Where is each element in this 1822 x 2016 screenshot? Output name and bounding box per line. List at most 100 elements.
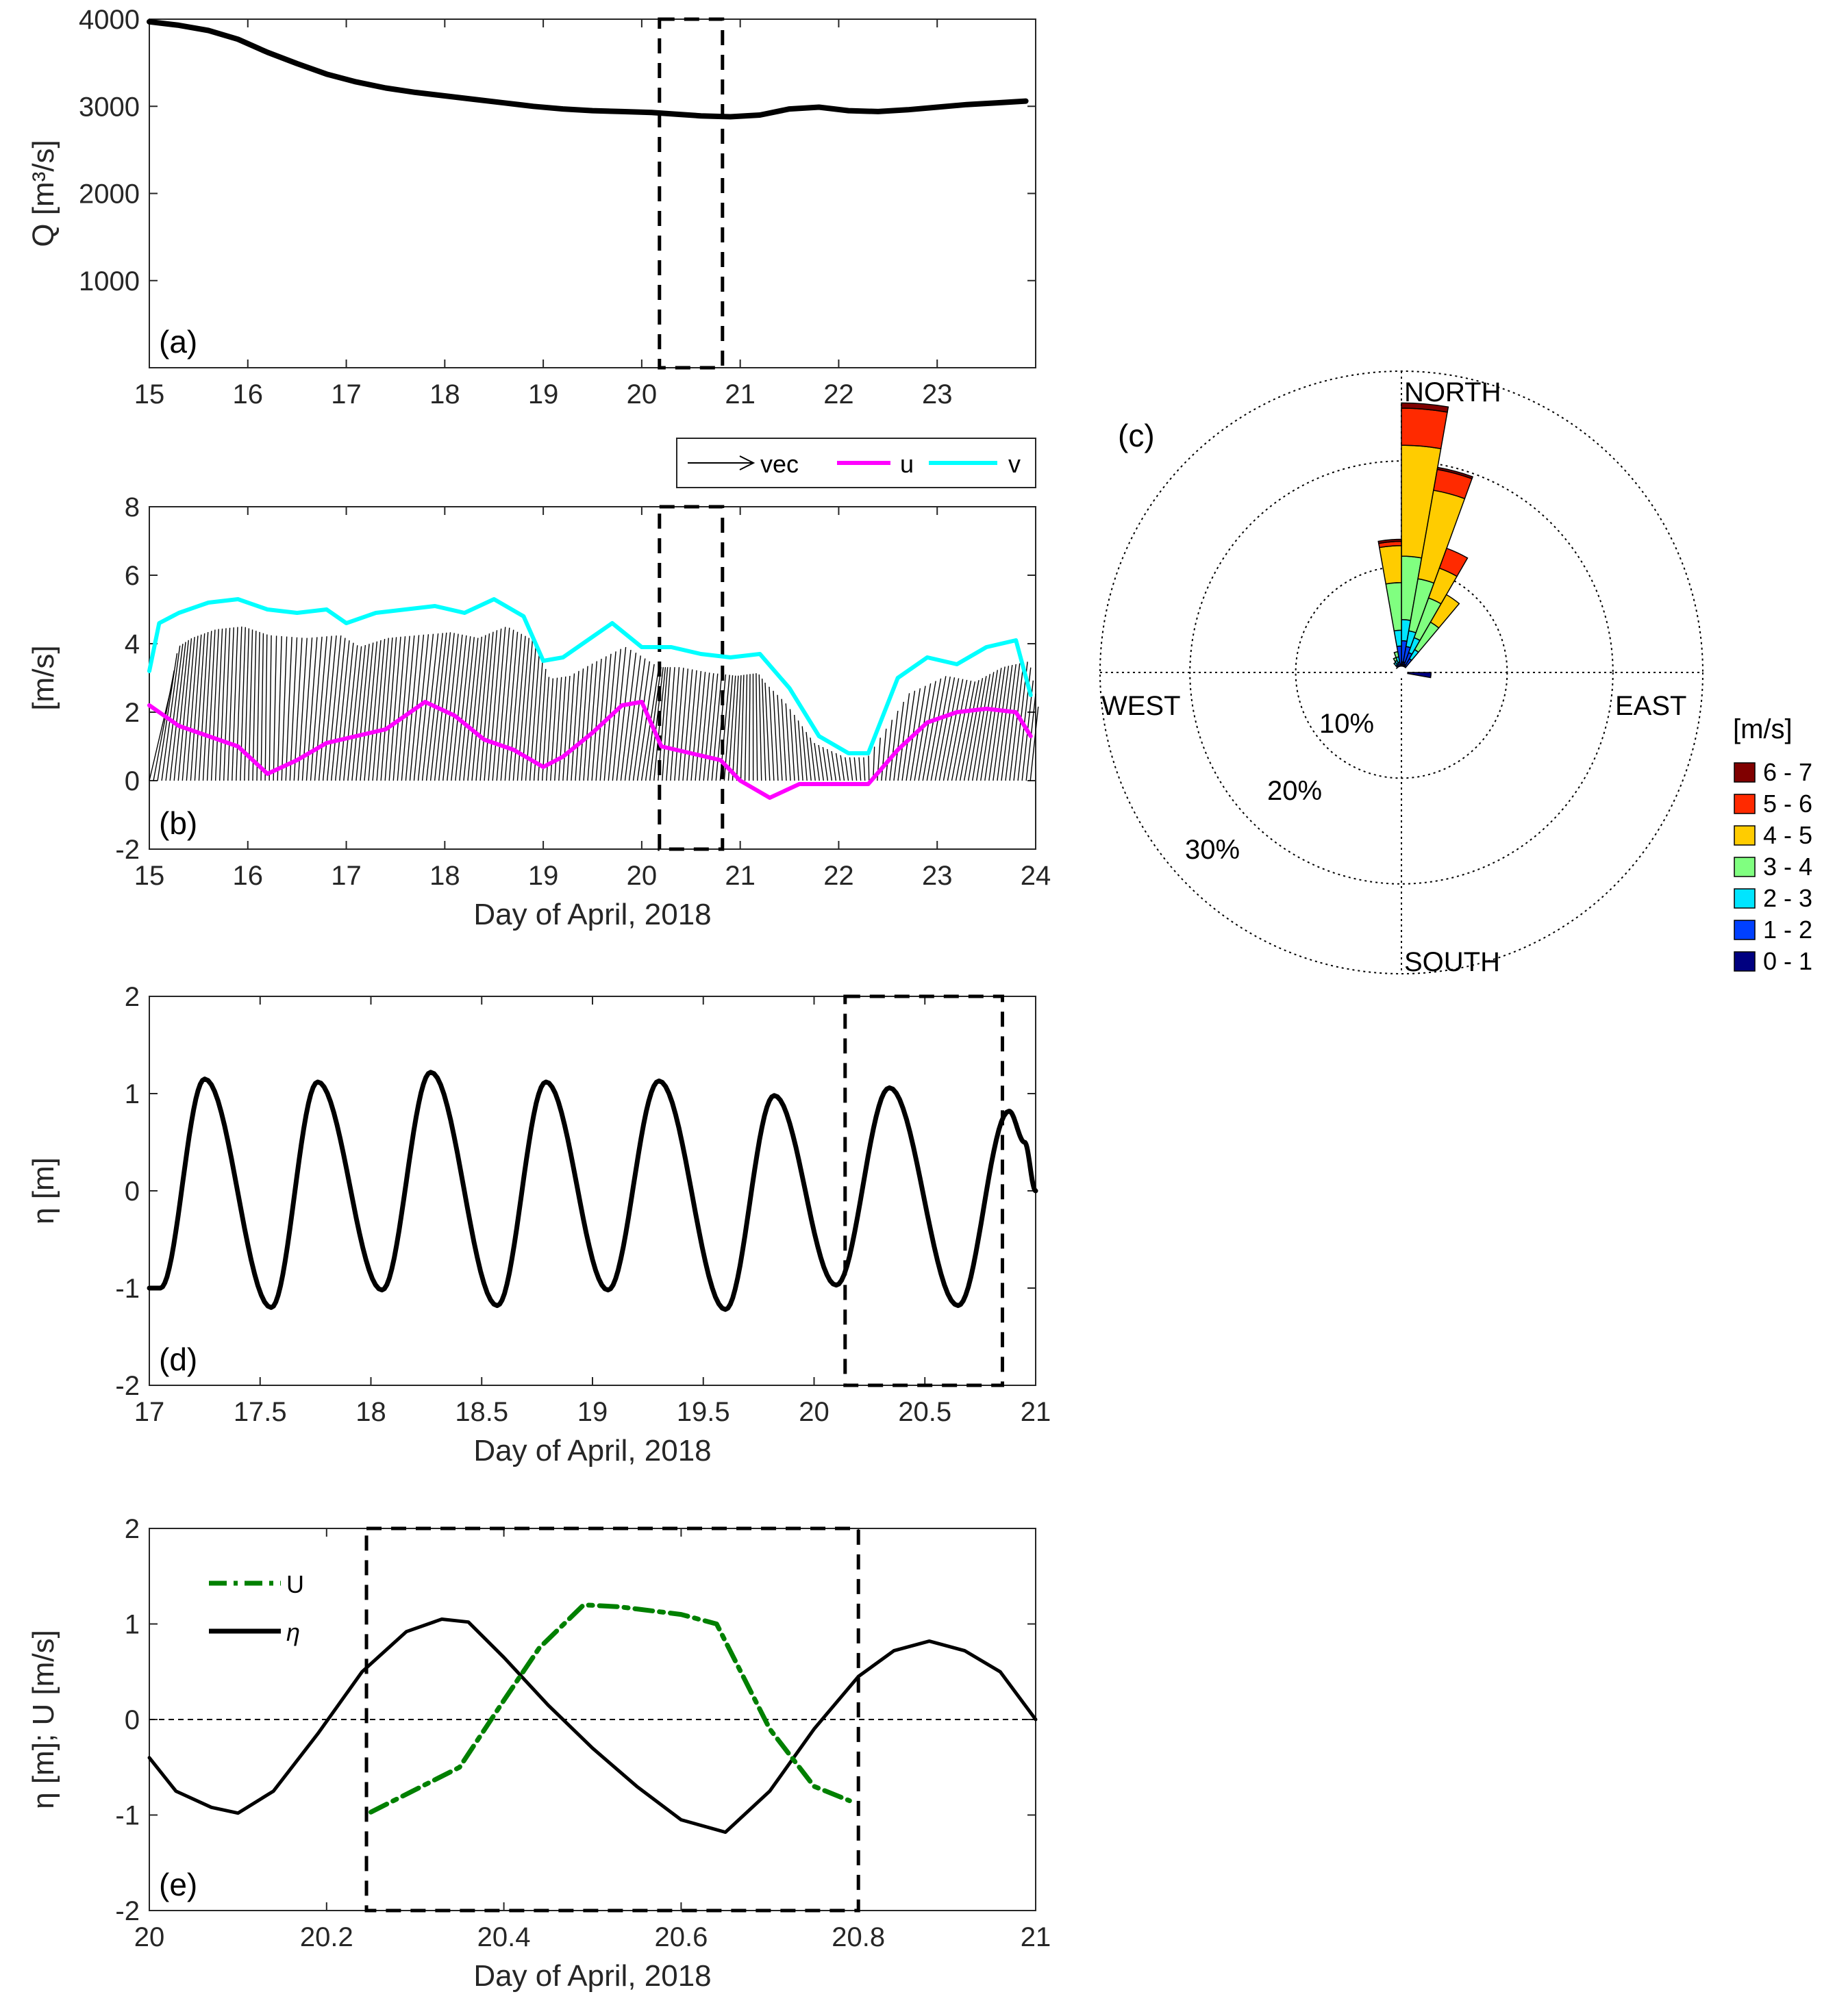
y-tick-label: 0 xyxy=(125,1176,140,1207)
wind-vector xyxy=(516,638,529,781)
wind-vector xyxy=(732,675,739,781)
wind-vector xyxy=(1005,663,1021,781)
wind-vector xyxy=(214,628,223,781)
wind-vector xyxy=(273,635,277,781)
panel-label: (a) xyxy=(159,324,197,360)
wind-vector xyxy=(310,636,323,781)
wind-vector xyxy=(488,628,502,781)
wind-vector xyxy=(1029,706,1039,781)
x-tick-label: 20.4 xyxy=(477,1922,531,1952)
x-tick-label: 19 xyxy=(577,1397,608,1427)
wind-vector xyxy=(343,645,358,781)
wind-vector xyxy=(628,658,646,781)
x-tick-label: 18 xyxy=(355,1397,386,1427)
wind-vector xyxy=(264,634,268,781)
wind-vector xyxy=(227,627,234,781)
wind-vector xyxy=(182,637,195,781)
wind-vector xyxy=(686,670,697,781)
x-tick-label: 15 xyxy=(134,861,165,891)
wind-vector xyxy=(305,637,318,781)
panel-label: (e) xyxy=(159,1867,197,1902)
legend-label: v xyxy=(1008,450,1021,478)
wind-vector xyxy=(835,753,841,781)
wind-vector xyxy=(364,641,378,781)
wind-vector xyxy=(810,738,816,781)
wind-vector xyxy=(256,631,260,781)
legend-label: u xyxy=(900,450,914,478)
wind-vector xyxy=(479,631,494,781)
legend-title: [m/s] xyxy=(1733,714,1793,744)
y-tick-label: 4000 xyxy=(79,5,140,35)
wind-vector xyxy=(853,757,858,781)
legend-swatch xyxy=(1734,794,1756,814)
wind-vector xyxy=(579,666,588,781)
wind-vector xyxy=(620,653,637,781)
rose-segment xyxy=(1378,544,1402,585)
radial-ring xyxy=(1189,460,1614,885)
x-tick-label: 17 xyxy=(331,379,362,410)
axes-frame xyxy=(149,506,1036,850)
wind-vector xyxy=(901,690,916,781)
wind-vector xyxy=(938,678,960,781)
wind-vector xyxy=(624,655,641,781)
y-tick-label: 0 xyxy=(125,1705,140,1735)
wind-vector xyxy=(571,670,579,781)
rose-segment xyxy=(1393,657,1398,662)
wind-vector xyxy=(508,633,523,781)
wind-vector xyxy=(934,677,956,781)
wind-vector xyxy=(690,670,702,781)
panel-label: (b) xyxy=(159,805,197,841)
wind-vector xyxy=(748,674,751,781)
highlight-box xyxy=(658,17,725,370)
wind-vector xyxy=(500,629,514,781)
x-tick-label: 22 xyxy=(823,379,854,410)
wind-vector xyxy=(699,672,710,781)
x-tick-label: 18.5 xyxy=(455,1397,508,1427)
wind-vector xyxy=(566,673,575,781)
wind-vector xyxy=(355,644,370,781)
wind-vector xyxy=(963,678,984,781)
rose-segment xyxy=(1401,402,1449,413)
wind-vector xyxy=(335,640,350,781)
wind-vector xyxy=(331,638,346,781)
wind-vector xyxy=(372,639,386,781)
wind-vector xyxy=(658,667,669,781)
wind-vector xyxy=(666,667,675,781)
wind-vector xyxy=(881,729,887,781)
wind-vector xyxy=(587,661,598,781)
wind-vector xyxy=(447,634,463,781)
wind-vector xyxy=(831,751,837,781)
radial-label: 20% xyxy=(1267,776,1322,806)
wind-vector xyxy=(674,668,684,781)
rose-segment xyxy=(1393,629,1402,647)
wind-vector xyxy=(269,635,272,781)
wind-vector xyxy=(914,683,932,781)
wind-vector xyxy=(715,674,727,781)
x-tick-label: 20.6 xyxy=(654,1922,708,1952)
wind-vector xyxy=(368,640,382,781)
y-axis-label: [m/s] xyxy=(27,645,60,710)
wind-vector xyxy=(285,637,292,781)
y-axis-label: η [m] xyxy=(27,1157,60,1224)
wind-vector xyxy=(277,635,282,781)
wind-vector xyxy=(177,638,192,781)
wind-vector xyxy=(984,668,1002,781)
legend-label: vec xyxy=(760,450,799,478)
legend-swatch xyxy=(1734,888,1756,909)
wind-vector xyxy=(236,626,242,781)
wind-vector xyxy=(922,678,942,781)
wind-vectors xyxy=(149,626,1039,781)
legend-label: 2 - 3 xyxy=(1763,884,1812,912)
wind-vector xyxy=(471,635,486,781)
wind-vector xyxy=(301,637,313,781)
series-line-η xyxy=(147,1070,1038,1312)
wind-vector xyxy=(863,757,866,781)
x-tick-label: 22 xyxy=(823,861,854,891)
legend-label: η xyxy=(286,1618,300,1646)
wind-vector xyxy=(744,674,748,781)
x-tick-label: 15 xyxy=(134,379,165,410)
wind-vector xyxy=(959,680,979,781)
wind-vector xyxy=(326,635,342,781)
wind-vector xyxy=(289,637,298,781)
wind-vector xyxy=(252,631,257,781)
